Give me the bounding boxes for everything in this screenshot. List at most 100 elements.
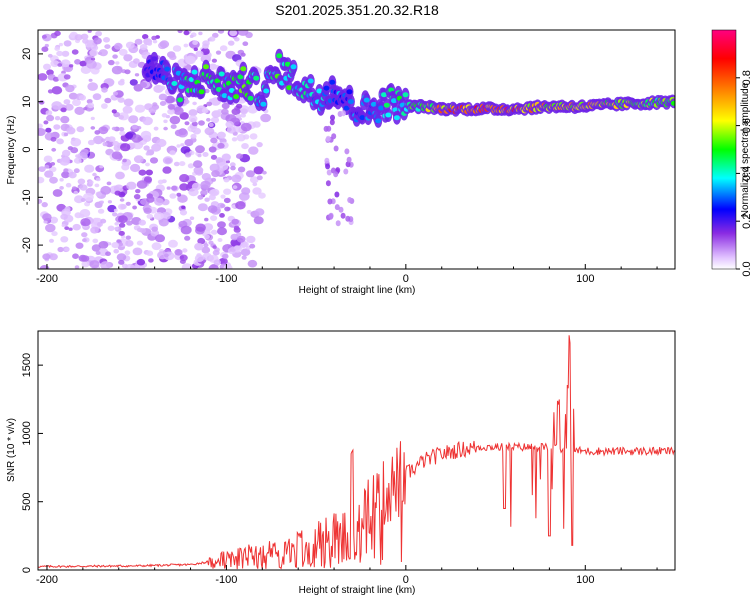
spectral-noise-blob (61, 171, 70, 179)
spectral-noise-blob (136, 240, 143, 246)
spectral-noise-blob (42, 253, 51, 260)
spectral-tail-blob (328, 212, 334, 219)
spectral-noise-blob (142, 116, 153, 126)
spectral-noise-blob (115, 61, 120, 65)
spectral-noise-blob (217, 227, 227, 236)
colorbar-tick-label: 0.6 (741, 118, 750, 133)
spectral-noise-blob (241, 143, 249, 150)
spectral-noise-blob (217, 161, 229, 171)
spectral-noise-blob (195, 223, 206, 232)
spectral-noise-blob (134, 104, 146, 113)
spectral-noise-blob (93, 37, 102, 45)
spectral-noise-blob (81, 232, 88, 238)
ridge-core (247, 95, 254, 101)
spectral-noise-blob (126, 181, 137, 190)
spectral-noise-blob (107, 200, 112, 204)
spectral-noise-blob (71, 49, 79, 55)
spectral-noise-blob (241, 255, 247, 260)
spectral-noise-blob (153, 212, 164, 221)
spectral-noise-blob (146, 250, 154, 256)
spectral-noise-blob (38, 198, 43, 204)
spectral-noise-blob (98, 126, 109, 135)
snr-plot-area (38, 331, 675, 570)
spectral-noise-blob (176, 144, 181, 148)
spectral-noise-blob (129, 79, 138, 86)
spectral-noise-blob (198, 31, 203, 36)
spectral-tail-blob (335, 220, 341, 227)
spectral-noise-blob (50, 136, 57, 142)
spectral-noise-blob (247, 105, 258, 114)
spectrogram-y-tick-label: -10 (21, 189, 33, 205)
ridge-core (290, 64, 297, 70)
spectral-noise-blob (118, 242, 124, 247)
spectral-tail-blob (326, 125, 332, 132)
spectral-noise-blob (169, 115, 181, 125)
spectral-noise-blob (42, 213, 52, 221)
spectral-noise-blob (247, 259, 258, 268)
ridge-core (263, 88, 270, 94)
spectral-noise-blob (135, 189, 141, 194)
spectral-noise-blob (179, 112, 189, 120)
spectral-noise-blob (236, 109, 241, 114)
spectrogram-x-tick-label: 100 (576, 273, 594, 285)
spectral-tail-blob (346, 156, 352, 163)
spectral-noise-blob (57, 246, 64, 253)
spectral-noise-blob (63, 74, 71, 80)
spectral-noise-blob (220, 203, 226, 208)
spectral-noise-blob (183, 99, 190, 105)
spectral-noise-blob (197, 194, 204, 200)
spectral-noise-blob (53, 124, 61, 130)
spectral-noise-blob (258, 192, 266, 199)
spectral-noise-blob (113, 248, 119, 254)
spectral-noise-blob (188, 188, 199, 197)
spectral-tail-blob (340, 212, 346, 219)
spectral-noise-blob (95, 31, 102, 37)
spectral-noise-blob (217, 238, 223, 242)
spectral-noise-blob (198, 120, 205, 126)
spectral-noise-blob (79, 209, 91, 218)
spectral-noise-blob (179, 183, 189, 191)
spectral-noise-blob (138, 219, 146, 226)
spectral-noise-blob (38, 100, 45, 105)
ridge-core (347, 99, 354, 105)
spectral-noise-blob (231, 218, 239, 225)
ridge-core (286, 85, 293, 91)
spectral-noise-blob (192, 101, 197, 106)
spectral-noise-blob (235, 201, 246, 210)
spectral-noise-blob (224, 206, 231, 212)
spectral-noise-blob (223, 188, 232, 195)
spectral-noise-blob (38, 73, 48, 81)
ridge-core (260, 101, 267, 107)
spectral-noise-blob (107, 59, 115, 66)
spectral-tail-blob (345, 215, 351, 222)
spectral-noise-blob (139, 81, 147, 88)
spectral-noise-blob (54, 116, 61, 121)
spectral-noise-blob (195, 169, 204, 176)
spectral-noise-blob (100, 200, 104, 204)
spectral-noise-blob (51, 86, 63, 95)
spectral-noise-blob (100, 261, 111, 269)
spectral-noise-blob (215, 157, 223, 164)
spectral-noise-blob (182, 248, 188, 253)
spectral-noise-blob (221, 153, 231, 161)
spectral-noise-blob (171, 185, 178, 191)
spectral-noise-blob (74, 34, 83, 41)
spectral-noise-blob (116, 239, 121, 243)
spectral-tail-blob (343, 168, 349, 175)
spectral-noise-blob (217, 30, 225, 34)
spectral-noise-blob (158, 218, 169, 227)
spectral-noise-blob (240, 122, 252, 132)
spectral-noise-blob (132, 205, 138, 210)
spectrogram-y-label: Frequency (Hz) (6, 116, 17, 185)
ridge-core (218, 71, 225, 77)
spectral-noise-blob (139, 44, 148, 51)
spectral-tail-blob (325, 163, 331, 170)
snr-y-tick-label: 1500 (21, 353, 33, 377)
spectral-noise-blob (49, 253, 58, 261)
spectral-noise-blob (72, 223, 81, 231)
spectral-noise-blob (140, 130, 152, 140)
spectral-noise-blob (84, 164, 95, 173)
ridge-core (375, 118, 382, 124)
spectral-noise-blob (63, 99, 71, 105)
